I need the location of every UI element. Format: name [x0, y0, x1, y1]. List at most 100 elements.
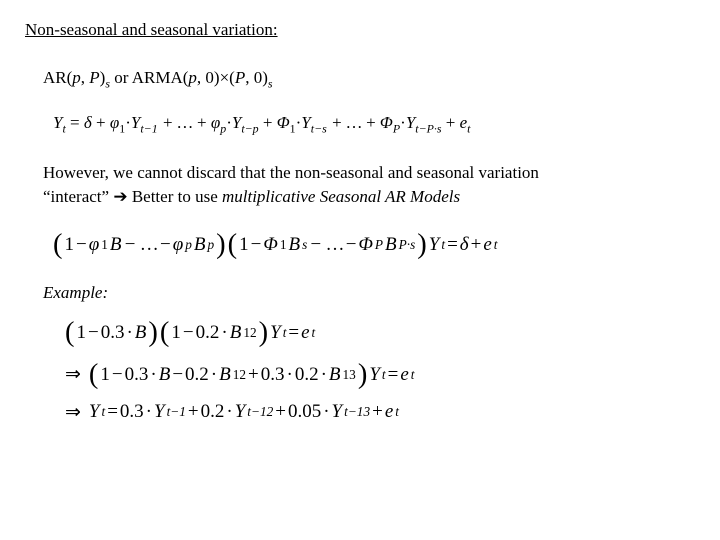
paragraph-line1: However, we cannot discard that the non-…	[43, 163, 695, 183]
eq1-Yp: Y	[232, 113, 241, 132]
ex3-dot3: ·	[323, 401, 329, 423]
ex2-lp: (	[89, 359, 99, 391]
ex3-v02: 0.2	[201, 401, 225, 423]
eq2-m1: −	[76, 234, 87, 256]
eq2-m3: −	[251, 234, 262, 256]
eq1-dots1: + …	[158, 113, 197, 132]
ex3-Yt12: t−12	[247, 404, 273, 420]
ex2-m1: −	[112, 364, 123, 386]
ex1-rp2: )	[259, 317, 269, 349]
eq2-one1: 1	[65, 234, 75, 256]
arma-zero2: , 0)	[245, 68, 268, 87]
ex1-e: e	[301, 322, 309, 344]
arma-P2: P	[235, 68, 245, 87]
eq2-Phi1s: 1	[280, 237, 287, 253]
ex1-m1: −	[88, 322, 99, 344]
eq2-et: t	[494, 237, 498, 253]
eq1-et: t	[467, 122, 470, 136]
example-eq-3: ⇒ Yt = 0.3·Yt−1 + 0.2·Yt−12 + 0.05·Yt−13…	[65, 401, 695, 424]
ex3-plus2: +	[275, 401, 286, 423]
eq1-e: e	[460, 113, 468, 132]
eq1-t1: t−1	[140, 122, 157, 136]
ex2-dot2: ·	[211, 364, 217, 386]
ex3-e: e	[385, 401, 393, 423]
ex2-rp: )	[358, 359, 368, 391]
eq2-BPse: P·s	[399, 237, 416, 253]
ex1-Yt: t	[283, 325, 287, 341]
eq2-one2: 1	[239, 234, 249, 256]
eq1-plus2: +	[197, 113, 211, 132]
eq2-phip: φ	[173, 234, 184, 256]
eq2-m4: −	[346, 234, 357, 256]
equation-additive: Yt = δ + φ1·Yt−1 + … + φp·Yt−p + Φ1·Yt−s…	[53, 113, 695, 136]
eq1-plus1: +	[92, 113, 110, 132]
arma-zero1: , 0)	[197, 68, 220, 87]
eq2-phi1s: 1	[101, 237, 108, 253]
model-notation-line: AR(p, P)s or ARMA(p, 0)×(P, 0)s	[43, 68, 695, 91]
ex2-plus: +	[248, 364, 259, 386]
eq2-PhiPs: P	[375, 237, 383, 253]
para-l2a: “interact”	[43, 187, 113, 206]
example-label: Example:	[43, 283, 695, 303]
ex2-v03b: 0.3	[261, 364, 285, 386]
ex1-B2e: 12	[243, 325, 256, 341]
eq1-Phi1: Φ	[277, 113, 290, 132]
ex2-v02b: 0.2	[295, 364, 319, 386]
eq2-delta: δ	[460, 234, 469, 256]
ex1-et: t	[312, 325, 316, 341]
equation-multiplicative: ( 1 − φ1B − … − φpBp ) ( 1 − Φ1Bs − … − …	[53, 229, 695, 261]
ex1-one1: 1	[77, 322, 87, 344]
ar-p: p	[72, 68, 81, 87]
eq2-Bp: B	[194, 234, 206, 256]
ex1-Y: Y	[270, 322, 281, 344]
eq2-rp2: )	[417, 229, 427, 261]
example-eq-1: ( 1 − 0.3·B ) ( 1 − 0.2·B12 ) Yt = et	[65, 317, 695, 349]
eq2-rp1: )	[216, 229, 226, 261]
eq1-Y1: Y	[131, 113, 140, 132]
or-text: or	[110, 68, 132, 87]
ex3-implies: ⇒	[65, 401, 81, 424]
ex2-Y: Y	[369, 364, 380, 386]
ex1-v03a: 0.3	[101, 322, 125, 344]
ar-label: AR(	[43, 68, 72, 87]
para-l2c: multiplicative Seasonal AR Models	[222, 187, 460, 206]
ex2-v02: 0.2	[185, 364, 209, 386]
eq2-Bs: B	[288, 234, 300, 256]
eq2-eq: =	[447, 234, 458, 256]
ex2-dot4: ·	[321, 364, 327, 386]
eq1-Ys: Y	[301, 113, 310, 132]
eq2-lp2: (	[228, 229, 238, 261]
arma-p: p	[188, 68, 197, 87]
eq2-phips: p	[185, 237, 192, 253]
section-title: Non-seasonal and seasonal variation:	[25, 20, 695, 40]
eq1-plus5: +	[441, 113, 459, 132]
ex2-B13e: 13	[343, 367, 356, 383]
ex2-dot1: ·	[150, 364, 156, 386]
ex2-et: t	[411, 367, 415, 383]
ex3-v005: 0.05	[288, 401, 321, 423]
ex3-v03: 0.3	[120, 401, 144, 423]
ex1-one2: 1	[171, 322, 181, 344]
ex1-eq: =	[288, 322, 299, 344]
ex2-implies: ⇒	[65, 363, 81, 386]
ex1-B1: B	[135, 322, 147, 344]
ex1-rp1: )	[148, 317, 158, 349]
ex3-Y: Y	[89, 401, 100, 423]
ex3-Yt1: t−1	[167, 404, 186, 420]
eq1-plus3: +	[259, 113, 277, 132]
example-eq-2: ⇒ ( 1 − 0.3·B − 0.2·B12 + 0.3·0.2·B13 ) …	[65, 359, 695, 391]
eq1-phi1: φ	[110, 113, 119, 132]
ex3-Y13: Y	[332, 401, 343, 423]
ex1-v02a: 0.2	[196, 322, 220, 344]
ex3-plus3: +	[372, 401, 383, 423]
ex2-dot3: ·	[287, 364, 293, 386]
arma-sub-s2: s	[268, 76, 273, 90]
eq2-Y: Y	[429, 234, 440, 256]
eq2-dots1: − …	[124, 234, 158, 256]
ex2-B12: B	[219, 364, 231, 386]
eq1-ts: t−s	[311, 122, 327, 136]
ar-comma: ,	[81, 68, 90, 87]
ex1-lp1: (	[65, 317, 75, 349]
eq2-Phi1: Φ	[263, 234, 277, 256]
eq2-plus: +	[471, 234, 482, 256]
